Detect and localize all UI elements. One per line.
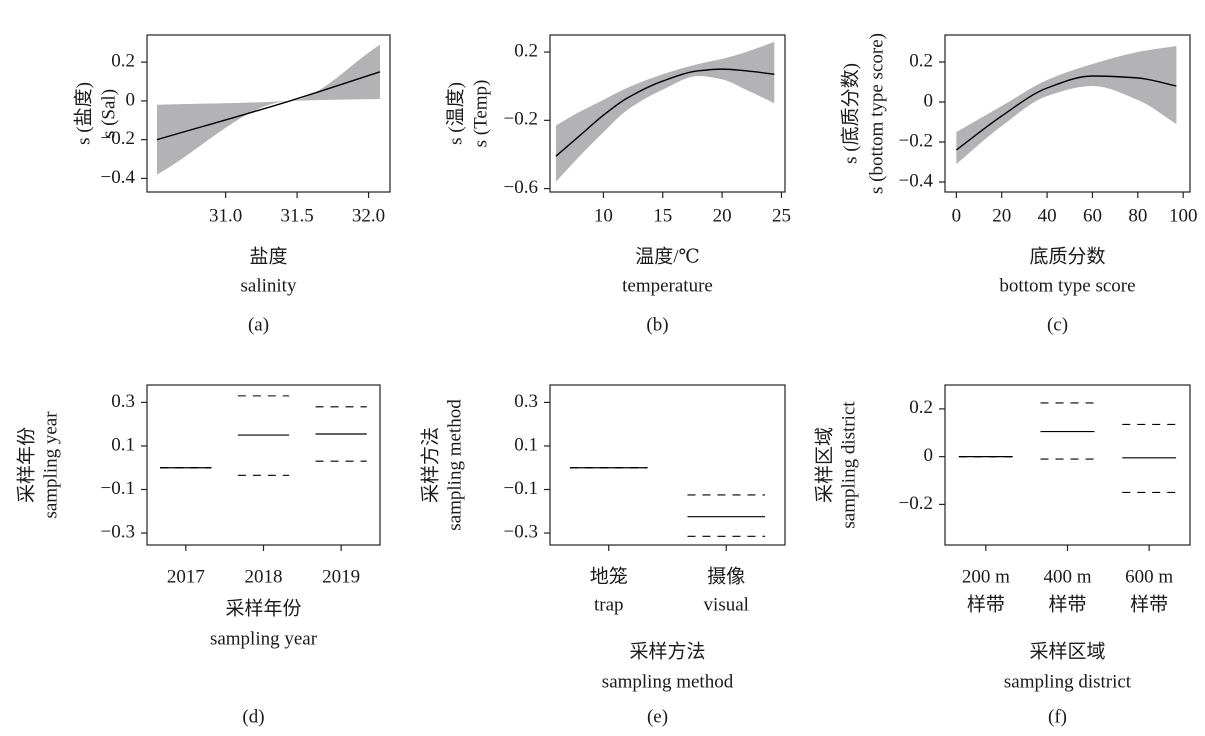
y-tick-label: 0.1 <box>111 434 135 455</box>
y-tick-label: −0.4 <box>101 167 136 188</box>
plot-frame <box>944 384 1191 546</box>
plot-frame <box>549 34 786 193</box>
x-axis-label: sampling district <box>1004 671 1132 692</box>
x-tick-label: 40 <box>1038 205 1057 226</box>
x-tick-label: visual <box>704 594 749 615</box>
x-tick-label: 80 <box>1128 205 1147 226</box>
y-tick-label: −0.2 <box>504 109 538 130</box>
plot-frame <box>944 34 1191 193</box>
y-tick-label: 0.3 <box>514 391 538 412</box>
x-tick-label: 20 <box>713 205 732 226</box>
x-axis-label: 盐度 <box>249 245 287 267</box>
y-tick-label: −0.2 <box>899 130 933 151</box>
x-tick-label: 31.5 <box>280 205 313 226</box>
y-tick-label: 0.2 <box>909 397 933 418</box>
x-tick-label: trap <box>594 594 624 615</box>
x-tick-label: 100 <box>1169 205 1198 226</box>
x-tick-label: 0 <box>952 205 962 226</box>
panel-caption: (b) <box>646 314 668 335</box>
y-tick-label: 0.2 <box>111 50 135 71</box>
x-tick-label: 地笼 <box>590 565 628 587</box>
x-tick-label: 60 <box>1083 205 1102 226</box>
y-axis-label: s (bottom type score) <box>866 33 887 194</box>
x-axis-label: bottom type score <box>999 275 1135 296</box>
y-tick-label: −0.6 <box>504 177 538 198</box>
x-axis-label: temperature <box>622 275 713 296</box>
y-axis-label: s (盐度) <box>72 82 94 145</box>
y-tick-label: 0 <box>924 90 934 111</box>
x-axis-label: 采样年份 <box>225 597 301 619</box>
x-tick-label: 样带 <box>1048 593 1086 615</box>
y-axis-label: sampling year <box>40 411 61 519</box>
plot-frame <box>549 384 786 546</box>
plot-frame <box>146 384 381 546</box>
panel-caption: (a) <box>248 314 269 335</box>
x-tick-label: 2019 <box>322 566 360 587</box>
x-tick-label: 31.0 <box>209 205 242 226</box>
y-tick-label: −0.2 <box>899 493 933 514</box>
x-tick-label: 10 <box>594 205 613 226</box>
y-tick-label: −0.1 <box>504 478 538 499</box>
y-tick-label: 0.2 <box>909 50 933 71</box>
x-tick-label: 样带 <box>1130 593 1168 615</box>
x-axis-label: 采样区域 <box>1029 640 1105 662</box>
y-axis-label: s (Temp) <box>470 80 491 148</box>
confidence-band <box>157 44 380 175</box>
x-axis-label: sampling year <box>210 628 318 649</box>
panel-caption: (c) <box>1047 314 1068 335</box>
x-tick-label: 400 m <box>1043 566 1091 587</box>
y-tick-label: 0.1 <box>514 434 538 455</box>
x-axis-label: sampling method <box>602 671 734 692</box>
panel-caption: (d) <box>242 706 264 727</box>
y-axis-label: 采样年份 <box>15 427 37 503</box>
x-tick-label: 15 <box>653 205 672 226</box>
y-axis-label: s (底质分数) <box>839 63 861 164</box>
x-tick-label: 样带 <box>967 593 1005 615</box>
smooth-line <box>156 71 381 141</box>
y-axis-label: s (Sal) <box>98 89 119 138</box>
y-axis-label: 采样方法 <box>419 427 441 503</box>
y-tick-label: 0 <box>924 445 934 466</box>
y-tick-label: 0.2 <box>514 40 538 61</box>
y-axis-label: sampling district <box>838 401 859 529</box>
x-tick-label: 2017 <box>167 566 205 587</box>
y-axis-label: s (温度) <box>444 82 466 145</box>
x-tick-label: 20 <box>992 205 1011 226</box>
x-tick-label: 2018 <box>245 566 283 587</box>
confidence-band <box>956 46 1177 164</box>
y-axis-label: sampling method <box>444 399 465 531</box>
plot-frame <box>146 34 391 193</box>
smooth-line <box>955 75 1177 151</box>
x-tick-label: 25 <box>772 205 791 226</box>
smooth-line <box>555 68 775 157</box>
confidence-band <box>555 41 775 182</box>
panel-caption: (f) <box>1048 706 1067 727</box>
x-tick-label: 摄像 <box>707 565 745 587</box>
x-axis-label: 温度/℃ <box>635 245 700 267</box>
x-tick-label: 200 m <box>962 566 1010 587</box>
y-tick-label: −0.2 <box>101 128 135 149</box>
y-tick-label: 0 <box>126 89 136 110</box>
x-tick-label: 600 m <box>1125 566 1173 587</box>
x-axis-label: 底质分数 <box>1029 245 1105 267</box>
y-tick-label: −0.3 <box>504 521 538 542</box>
y-tick-label: 0.3 <box>111 391 135 412</box>
y-tick-label: −0.3 <box>101 521 135 542</box>
x-axis-label: 采样方法 <box>629 640 705 662</box>
y-tick-label: −0.4 <box>899 170 934 191</box>
x-tick-label: 32.0 <box>352 205 385 226</box>
y-axis-label: 采样区域 <box>813 427 835 503</box>
y-tick-label: −0.1 <box>101 478 135 499</box>
panel-caption: (e) <box>647 706 668 727</box>
x-axis-label: salinity <box>241 275 297 296</box>
